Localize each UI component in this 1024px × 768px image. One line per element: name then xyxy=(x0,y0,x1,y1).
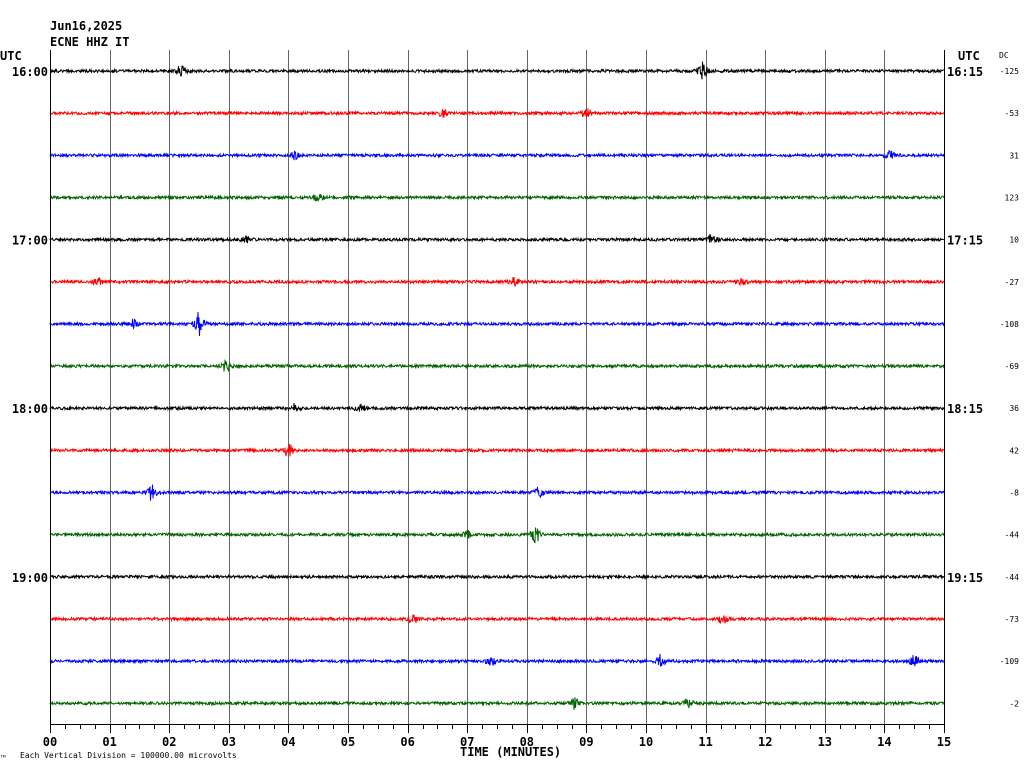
trace-row-6 xyxy=(49,312,945,337)
dc-offset-label: -2 xyxy=(1009,699,1019,708)
dc-offset-label: 123 xyxy=(1005,193,1020,202)
grid-lines xyxy=(110,50,885,724)
scale-note: Each Vertical Division = 100000.00 micro… xyxy=(20,751,237,760)
trace-row-5 xyxy=(49,276,945,287)
trace-row-1 xyxy=(49,108,945,119)
trace-row-11 xyxy=(49,527,945,544)
trace-row-7 xyxy=(49,359,945,373)
x-tick-label: 11 xyxy=(698,735,712,749)
dc-label: DC xyxy=(999,51,1009,60)
dc-offset-label: -8 xyxy=(1009,489,1019,498)
dc-offset-label: 36 xyxy=(1009,404,1019,413)
x-tick-label: 00 xyxy=(43,735,57,749)
logo-mark: ™ xyxy=(1,754,6,763)
axis-labels: 00 01 02 03 04 05 06 07 08 09 10 11 12 13 14 15 16:00 17:… xyxy=(12,65,1019,749)
trace-row-9 xyxy=(49,443,945,457)
dc-offset-label: -109 xyxy=(1000,657,1019,666)
right-time-label: 18:15 xyxy=(947,402,983,416)
dc-offset-label: -53 xyxy=(1005,109,1020,118)
trace-row-8 xyxy=(49,402,945,413)
left-time-label: 16:00 xyxy=(12,65,48,79)
trace-row-10 xyxy=(49,484,945,501)
x-tick-label: 02 xyxy=(162,735,176,749)
x-tick-label: 13 xyxy=(818,735,832,749)
right-time-label: 19:15 xyxy=(947,571,983,585)
dc-offset-label: -125 xyxy=(1000,67,1019,76)
utc-left-label: UTC xyxy=(0,49,22,63)
x-tick-label: 15 xyxy=(937,735,951,749)
plot-frame xyxy=(50,50,945,733)
x-tick-label: 12 xyxy=(758,735,772,749)
left-time-label: 18:00 xyxy=(12,402,48,416)
date-label: Jun16,2025 xyxy=(50,19,123,33)
left-time-label: 17:00 xyxy=(12,234,48,248)
utc-right-label: UTC xyxy=(958,49,980,63)
trace-row-13 xyxy=(49,614,945,624)
dc-offset-label: -73 xyxy=(1005,615,1020,624)
trace-row-14 xyxy=(49,653,945,667)
dc-offset-label: -27 xyxy=(1005,278,1020,287)
x-axis-title: TIME (MINUTES) xyxy=(460,745,562,759)
x-tick-label: 14 xyxy=(877,735,891,749)
trace-row-0 xyxy=(49,61,945,80)
dc-offset-label: -108 xyxy=(1000,320,1019,329)
trace-row-3 xyxy=(49,193,945,202)
x-tick-label: 04 xyxy=(281,735,295,749)
dc-offset-label: 42 xyxy=(1009,446,1019,455)
right-time-label: 17:15 xyxy=(947,234,983,248)
trace-row-12 xyxy=(49,573,945,581)
seismic-traces xyxy=(49,61,945,710)
x-tick-label: 10 xyxy=(639,735,653,749)
dc-offset-label: -44 xyxy=(1005,573,1020,582)
dc-offset-label: 31 xyxy=(1009,151,1019,160)
left-time-label: 19:00 xyxy=(12,571,48,585)
right-time-label: 16:15 xyxy=(947,65,983,79)
x-tick-label: 07 xyxy=(460,735,474,749)
x-tick-label: 05 xyxy=(341,735,355,749)
trace-row-4 xyxy=(49,233,945,244)
x-tick-label: 06 xyxy=(400,735,414,749)
trace-row-2 xyxy=(49,149,945,161)
x-tick-label: 03 xyxy=(222,735,236,749)
dc-offset-label: 10 xyxy=(1009,236,1019,245)
dc-offset-label: -44 xyxy=(1005,531,1020,540)
trace-row-15 xyxy=(49,697,945,710)
x-tick-label: 09 xyxy=(579,735,593,749)
x-tick-label: 08 xyxy=(520,735,534,749)
x-tick-label: 01 xyxy=(102,735,116,749)
station-label: ECNE HHZ IT xyxy=(50,35,130,49)
dc-offset-label: -69 xyxy=(1005,362,1020,371)
